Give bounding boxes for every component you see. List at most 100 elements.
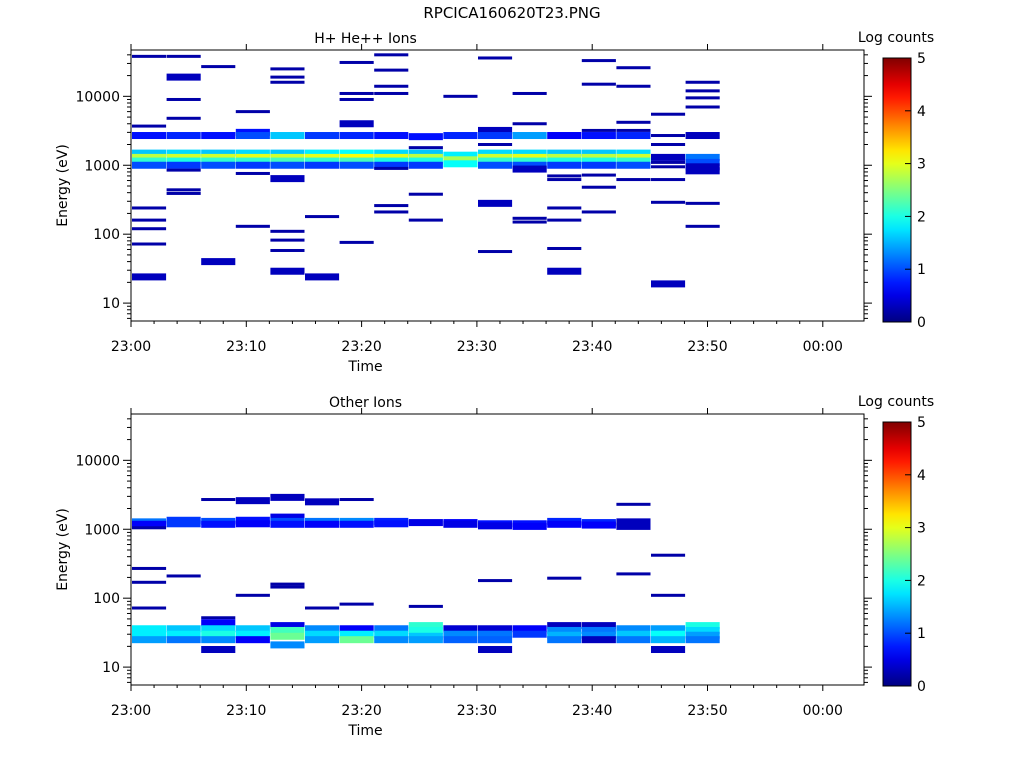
heatmap-cell (547, 174, 582, 178)
heatmap-cell (685, 158, 720, 166)
heatmap-cell (270, 585, 305, 589)
heatmap-cell (616, 153, 651, 161)
heatmap-cell (201, 498, 236, 502)
heatmap-cell (270, 632, 305, 640)
heatmap-cell (581, 521, 616, 529)
heatmap-cell (235, 153, 270, 161)
heatmap-cell (235, 630, 270, 638)
heatmap-cell (132, 636, 167, 644)
heatmap-cell (201, 132, 236, 140)
heatmap-cell (235, 593, 270, 597)
y-tick-label: 10 (102, 660, 120, 676)
heatmap-cell (339, 60, 374, 64)
heatmap-cell (166, 630, 201, 638)
heatmap-cell (443, 132, 478, 140)
heatmap-cell (374, 630, 409, 638)
heatmap-cell (339, 120, 374, 128)
heatmap-cell (616, 66, 651, 70)
heatmap-cell (512, 216, 547, 220)
heatmap-cell (166, 97, 201, 101)
heatmap-cell (408, 519, 443, 527)
heatmap-cell (201, 258, 236, 266)
heatmap-cell (408, 149, 443, 157)
x-axis-label: Time (347, 359, 382, 375)
heatmap-cell (408, 153, 443, 161)
heatmap-cell (132, 273, 167, 281)
heatmap-cell (581, 185, 616, 189)
colorbar-label: Log counts (858, 394, 934, 410)
heatmap-cell (235, 516, 270, 524)
heatmap-cell (201, 149, 236, 157)
heatmap-cell (443, 625, 478, 633)
heatmap-cell (685, 626, 720, 634)
colorbar-tick-label: 0 (917, 315, 926, 331)
x-tick-label: 23:50 (687, 339, 727, 355)
x-tick-label: 23:10 (226, 339, 266, 355)
heatmap-cell (443, 156, 478, 164)
heatmap-cell (201, 157, 236, 165)
heatmap-cell (166, 54, 201, 58)
heatmap-cell (235, 149, 270, 157)
heatmap-cells (132, 493, 720, 654)
heatmap-cell (201, 616, 236, 620)
heatmap-cell (201, 625, 236, 633)
heatmap-cell (132, 520, 167, 528)
heatmap-cell (339, 520, 374, 528)
heatmap-cell (166, 153, 201, 161)
heatmap-cell (443, 630, 478, 638)
heatmap-cell (651, 178, 686, 182)
heatmap-cell (478, 522, 513, 530)
heatmap-cell (478, 56, 513, 60)
heatmap-cell (374, 91, 409, 95)
y-tick-label: 1000 (84, 522, 120, 538)
colorbar (882, 421, 912, 687)
heatmap-cell (547, 153, 582, 161)
heatmap-cell (374, 636, 409, 644)
y-axis-label: Energy (eV) (55, 508, 71, 591)
colorbar-tick-label: 5 (917, 51, 926, 67)
x-axis-label: Time (347, 723, 382, 739)
heatmap-cell (270, 75, 305, 79)
heatmap-cell (408, 622, 443, 630)
heatmap-cell (685, 201, 720, 205)
x-tick-label: 23:50 (687, 703, 727, 719)
heatmap-cell (408, 161, 443, 169)
heatmap-cell (201, 161, 236, 169)
heatmap-cell (547, 132, 582, 140)
heatmap-cell (651, 625, 686, 633)
heatmap-cell (132, 124, 167, 128)
heatmap-cell (166, 149, 201, 157)
heatmap-cell (616, 149, 651, 157)
heatmap-cell (305, 273, 340, 281)
heatmap-cell (581, 161, 616, 169)
heatmap-cell (478, 250, 513, 254)
heatmap-cell (270, 513, 305, 521)
heatmap-cell (166, 157, 201, 165)
heatmap-cell (547, 218, 582, 222)
heatmap-cell (581, 82, 616, 86)
colorbar-tick-label: 4 (917, 104, 926, 120)
heatmap-cell (374, 68, 409, 72)
heatmap-cell (166, 188, 201, 192)
heatmap-cell (512, 161, 547, 169)
heatmap-cell (512, 625, 547, 633)
heatmap-cell (270, 493, 305, 501)
heatmap-cell (443, 151, 478, 159)
heatmap-cell (374, 149, 409, 157)
x-tick-label: 23:40 (572, 339, 612, 355)
heatmap-cell (305, 132, 340, 140)
heatmap-cell (581, 132, 616, 140)
heatmap-cell (270, 641, 305, 649)
heatmap-cell (270, 248, 305, 252)
heatmap-cell (339, 498, 374, 502)
heatmap-cell (305, 149, 340, 157)
colorbar-tick-label: 3 (917, 521, 926, 537)
heatmap-cell (685, 153, 720, 161)
heatmap-cell (305, 157, 340, 165)
heatmap-cell (235, 157, 270, 165)
heatmap-cell (685, 224, 720, 228)
heatmap-cell (374, 132, 409, 140)
heatmap-cell (235, 171, 270, 175)
heatmap-cell (408, 133, 443, 141)
y-tick-label: 10000 (75, 89, 120, 105)
